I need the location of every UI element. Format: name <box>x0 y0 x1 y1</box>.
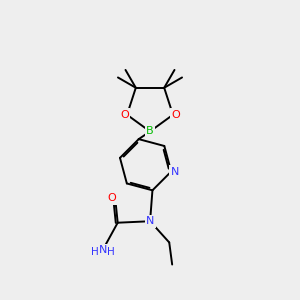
Text: O: O <box>120 110 129 120</box>
Text: N: N <box>99 245 107 255</box>
Text: N: N <box>146 216 154 226</box>
Text: H: H <box>91 247 99 257</box>
Text: O: O <box>107 193 116 203</box>
Text: O: O <box>171 110 180 120</box>
Text: B: B <box>146 126 154 136</box>
Text: H: H <box>107 247 115 257</box>
Text: N: N <box>170 167 179 177</box>
